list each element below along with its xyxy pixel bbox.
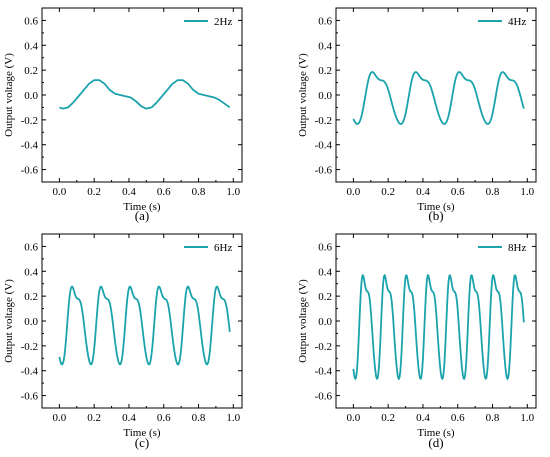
x-tick-label: 0.4 (416, 186, 430, 198)
x-tick-label: 0.2 (381, 412, 395, 424)
series-line (352, 71, 525, 125)
x-tick-label: 0.8 (192, 186, 206, 198)
legend-label: 4Hz (508, 16, 526, 28)
y-tick-label: -0.2 (315, 341, 332, 353)
x-tick-label: 0.6 (451, 412, 465, 424)
chart-panel-2: 0.0 0.2 0.4 0.6 0.8 1.0 -0.6 -0.4 -0.2 0.0 0.2 0.4 0… (297, 7, 537, 223)
y-axis-label: Output voltage (V) (3, 53, 15, 137)
x-tick-label: 0.6 (157, 186, 171, 198)
y-tick-label: 0.4 (24, 266, 38, 278)
y-tick-label: 0.2 (318, 291, 332, 303)
x-tick-label: 1.0 (226, 186, 240, 198)
x-tick-label: 1.0 (226, 412, 240, 424)
x-axis-label: Time (s) (417, 427, 455, 439)
panel-caption: (b) (428, 208, 443, 223)
y-tick-label: -0.2 (21, 115, 38, 127)
y-axis-label: Output voltage (V) (3, 279, 15, 363)
x-tick-label: 0.4 (122, 186, 136, 198)
x-tick-label: 0.2 (381, 186, 395, 198)
y-tick-label: -0.6 (21, 165, 39, 177)
x-tick-label: 0.6 (157, 412, 171, 424)
panel-caption: (c) (135, 435, 149, 450)
y-tick-label: -0.4 (315, 366, 333, 378)
y-tick-label: 0.0 (318, 90, 332, 102)
y-tick-label: -0.2 (21, 341, 38, 353)
y-tick-label: 0.4 (318, 266, 332, 278)
y-tick-label: 0.4 (318, 40, 332, 52)
y-tick-label: 0.4 (24, 40, 38, 52)
legend-label: 2Hz (214, 16, 232, 28)
y-tick-label: -0.6 (21, 391, 39, 403)
y-tick-label: 0.2 (318, 65, 332, 77)
chart-panel-3: 0.0 0.2 0.4 0.6 0.8 1.0 -0.6 -0.4 -0.2 0.0 0.2 0.4 0… (3, 233, 243, 450)
x-axis-label: Time (s) (417, 201, 455, 213)
y-tick-label: 0.0 (24, 90, 38, 102)
x-tick-label: 0.0 (53, 186, 67, 198)
x-tick-label: 0.6 (451, 186, 465, 198)
y-tick-label: 0.6 (318, 15, 332, 27)
x-tick-label: 1.0 (520, 186, 534, 198)
y-tick-label: -0.2 (315, 115, 332, 127)
y-tick-label: 0.6 (24, 241, 38, 253)
y-tick-label: -0.6 (315, 391, 333, 403)
panel-caption: (a) (135, 208, 149, 223)
y-tick-label: -0.4 (315, 140, 333, 152)
y-tick-label: 0.0 (24, 316, 38, 328)
x-tick-label: 0.2 (87, 412, 101, 424)
y-tick-label: 0.0 (318, 316, 332, 328)
legend-label: 6Hz (214, 242, 232, 254)
x-axis-label: Time (s) (123, 427, 161, 439)
y-tick-label: -0.4 (21, 366, 39, 378)
x-tick-label: 0.0 (53, 412, 67, 424)
x-tick-label: 0.8 (486, 186, 500, 198)
x-tick-label: 0.0 (347, 412, 361, 424)
y-tick-label: -0.6 (315, 165, 333, 177)
y-tick-label: 0.6 (318, 241, 332, 253)
y-tick-label: 0.2 (24, 65, 38, 77)
x-tick-label: 0.2 (87, 186, 101, 198)
series-line (352, 274, 525, 380)
chart-panel-4: 0.0 0.2 0.4 0.6 0.8 1.0 -0.6 -0.4 -0.2 0.0 0.2 0.4 0… (297, 233, 537, 450)
y-tick-label: 0.2 (24, 291, 38, 303)
x-axis-label: Time (s) (123, 201, 161, 213)
x-tick-label: 0.0 (347, 186, 361, 198)
y-tick-label: 0.6 (24, 15, 38, 27)
x-tick-label: 0.8 (192, 412, 206, 424)
y-axis-label: Output voltage (V) (297, 279, 309, 363)
x-tick-label: 1.0 (520, 412, 534, 424)
x-tick-label: 0.8 (486, 412, 500, 424)
x-tick-label: 0.4 (416, 412, 430, 424)
y-axis-label: Output voltage (V) (297, 53, 309, 137)
series-line (59, 79, 231, 110)
plot-frame (41, 7, 243, 183)
series-line (58, 285, 231, 366)
y-tick-label: -0.4 (21, 140, 39, 152)
panel-caption: (d) (428, 435, 443, 450)
chart-panel-1: 0.0 0.2 0.4 0.6 0.8 1.0 -0.6 -0.4 -0.2 0.0 0.2 0.4 0… (3, 7, 243, 223)
x-tick-label: 0.4 (122, 412, 136, 424)
legend-label: 8Hz (508, 242, 526, 254)
